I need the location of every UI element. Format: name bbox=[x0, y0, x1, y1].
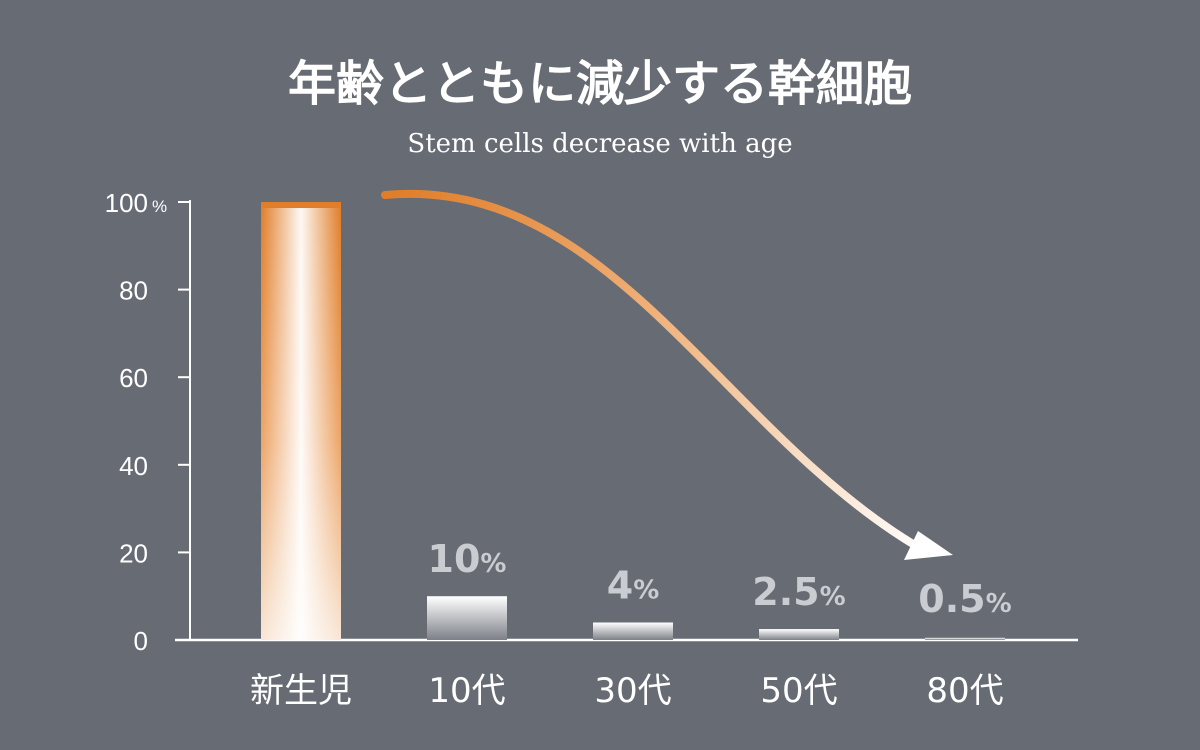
data-label: 4% bbox=[607, 563, 660, 607]
y-tick-label: 100 bbox=[105, 188, 148, 218]
x-category-label: 50代 bbox=[760, 671, 837, 711]
data-label-unit: % bbox=[633, 575, 659, 605]
y-tick-unit: % bbox=[152, 197, 167, 216]
bar bbox=[759, 629, 839, 640]
data-label-unit: % bbox=[986, 589, 1012, 619]
trend-arrow-head bbox=[904, 531, 953, 560]
chart-title: 年齢とともに減少する幹細胞 bbox=[288, 56, 912, 112]
data-label-unit: % bbox=[480, 549, 506, 579]
bar-highlight bbox=[261, 208, 341, 640]
y-tick-label: 60 bbox=[119, 363, 148, 393]
chart-subtitle: Stem cells decrease with age bbox=[407, 129, 792, 159]
x-category-label: 10代 bbox=[428, 671, 505, 711]
data-label-value: 4 bbox=[607, 563, 633, 607]
y-tick-label: 80 bbox=[119, 276, 148, 306]
y-tick-label: 20 bbox=[119, 538, 148, 568]
data-label-value: 2.5 bbox=[752, 570, 819, 614]
bar bbox=[593, 622, 673, 640]
y-tick-label: 40 bbox=[119, 451, 148, 481]
labels: 新生児 10代 10% 30代 4% 50代 2.5% 80代 0.5% bbox=[250, 537, 1012, 711]
trend-arrow-curve bbox=[381, 189, 922, 551]
data-label-unit: % bbox=[820, 582, 846, 612]
bar bbox=[427, 596, 507, 640]
x-category-label: 30代 bbox=[594, 671, 671, 711]
data-label: 10% bbox=[428, 537, 507, 581]
data-label: 2.5% bbox=[752, 570, 845, 614]
data-label-value: 0.5 bbox=[918, 577, 985, 621]
trend-arrow bbox=[381, 189, 953, 560]
data-label: 0.5% bbox=[918, 577, 1011, 621]
x-category-label: 新生児 bbox=[250, 671, 352, 711]
y-tick-label: 0 bbox=[134, 626, 148, 656]
bar bbox=[925, 637, 1005, 640]
x-category-label: 80代 bbox=[926, 671, 1003, 711]
data-label-value: 10 bbox=[428, 537, 481, 581]
bars bbox=[261, 202, 1005, 640]
